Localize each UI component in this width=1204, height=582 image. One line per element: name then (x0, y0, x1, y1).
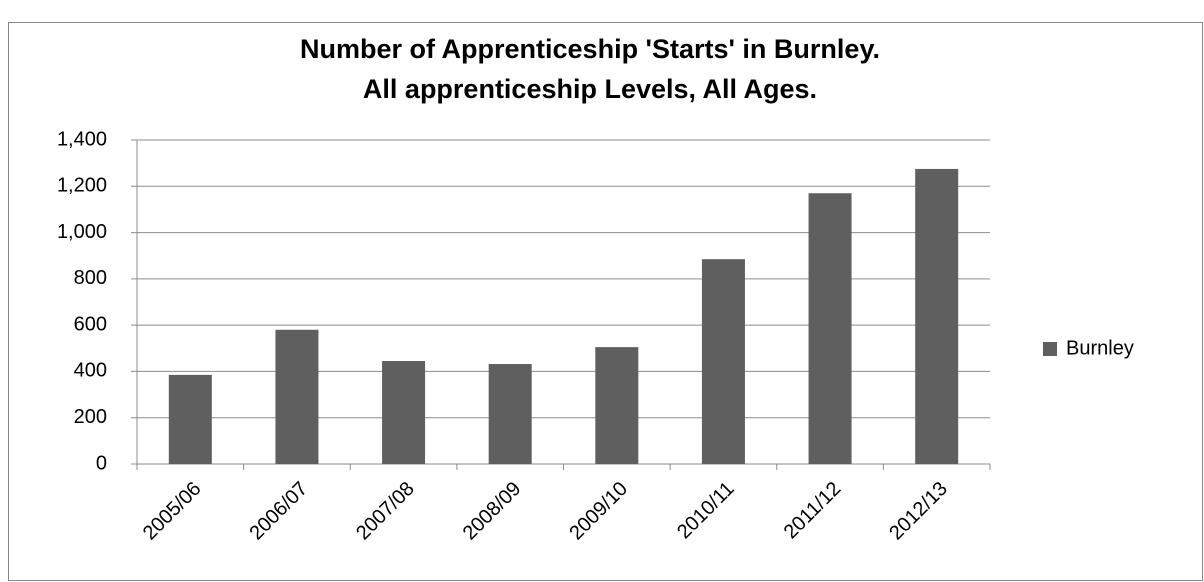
y-tick-label: 200 (74, 406, 107, 428)
y-tick-label: 1,200 (57, 175, 107, 197)
bar (915, 168, 959, 464)
bar (701, 259, 745, 464)
legend-swatch (1043, 342, 1057, 356)
chart-title: Number of Apprenticeship 'Starts' in Bur… (300, 34, 880, 64)
y-tick-label: 600 (74, 313, 107, 335)
y-tick-label: 1,400 (57, 128, 107, 150)
y-tick-label: 1,000 (57, 221, 107, 243)
legend-label: Burnley (1066, 337, 1134, 359)
y-tick-label: 800 (74, 267, 107, 289)
bar (168, 374, 212, 464)
bar (275, 329, 319, 464)
bar (488, 364, 532, 464)
chart-border (8, 22, 1203, 581)
y-tick-label: 0 (96, 452, 107, 474)
bar (382, 361, 426, 464)
y-tick-label: 400 (74, 360, 107, 382)
chart-title: All apprenticeship Levels, All Ages. (363, 74, 817, 104)
bar (808, 193, 852, 464)
bar (595, 347, 639, 464)
